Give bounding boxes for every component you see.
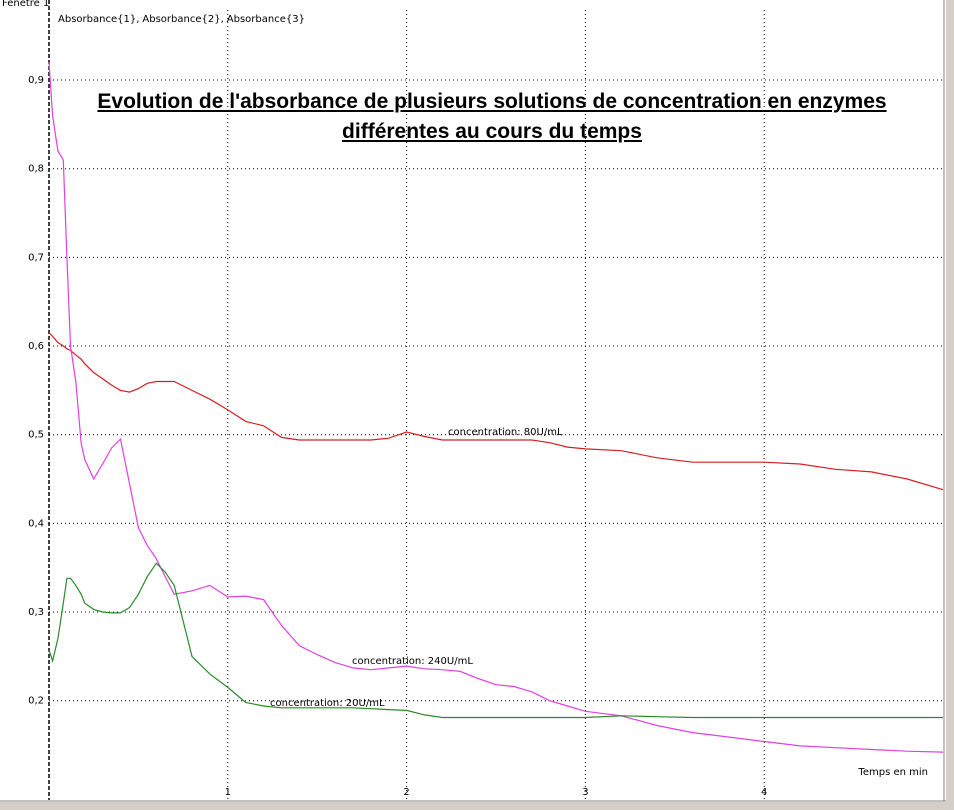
annotation: concentration: 80U/mL: [448, 427, 563, 438]
window-title: Fenêtre 1: [2, 0, 49, 9]
legend-entry: Absorbance{3}: [227, 14, 305, 25]
data-line: [48, 62, 944, 753]
y-tick-label: 0,2: [28, 696, 44, 707]
y-tick-label: 0,4: [28, 518, 44, 529]
annotation: concentration: 240U/mL: [352, 656, 473, 667]
y-tick-label: 0,5: [28, 430, 44, 441]
bottom-frame: [0, 802, 954, 810]
y-tick-label: 0,8: [28, 164, 44, 175]
legend-entry: Absorbance{2}: [142, 14, 220, 25]
x-tick-label: 1: [225, 787, 231, 798]
x-tick-label: 2: [403, 787, 409, 798]
y-tick-label: 0,6: [28, 341, 44, 352]
data-line: [48, 332, 944, 491]
data-line: [48, 562, 943, 719]
x-axis-label: Temps en min: [857, 767, 928, 778]
y-tick-label: 0,3: [28, 607, 44, 618]
legend-separator: ,: [136, 14, 139, 25]
annotation: concentration: 20U/mL: [270, 698, 385, 709]
x-tick-label: 3: [582, 787, 588, 798]
legend-entry: Absorbance{1}: [58, 14, 136, 25]
scrollbar: [946, 0, 954, 810]
y-tick-label: 0,9: [28, 75, 44, 86]
y-tick-label: 0,7: [28, 252, 44, 263]
chart-title: Evolution de l'absorbance de plusieurs s…: [97, 90, 887, 113]
legend-separator: ,: [221, 14, 224, 25]
x-tick-label: 4: [761, 787, 767, 798]
chart-title: différentes au cours du temps: [342, 120, 642, 143]
